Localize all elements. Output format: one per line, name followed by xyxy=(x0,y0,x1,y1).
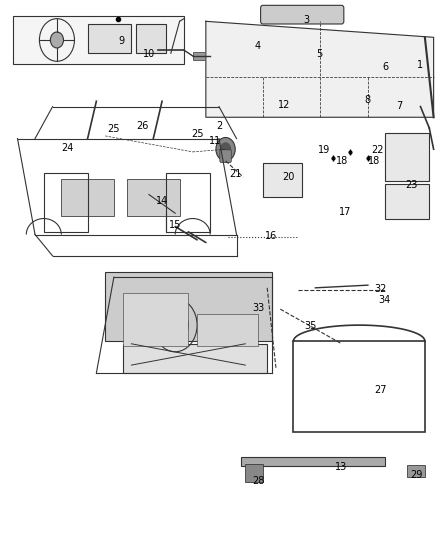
Circle shape xyxy=(216,138,235,161)
Text: 20: 20 xyxy=(282,172,294,182)
Text: 24: 24 xyxy=(61,143,73,152)
Bar xyxy=(385,133,429,181)
Text: 4: 4 xyxy=(254,42,261,51)
Text: 35: 35 xyxy=(304,321,316,331)
Bar xyxy=(166,173,210,232)
Text: 7: 7 xyxy=(396,101,403,110)
Circle shape xyxy=(50,32,64,48)
Bar xyxy=(88,24,131,53)
Polygon shape xyxy=(13,16,184,64)
Bar xyxy=(136,24,166,53)
Bar xyxy=(293,341,425,432)
Text: 1: 1 xyxy=(417,60,423,70)
Bar xyxy=(241,457,385,466)
Text: 11: 11 xyxy=(208,136,221,146)
Text: 32: 32 xyxy=(374,284,386,294)
FancyBboxPatch shape xyxy=(261,5,344,24)
Bar xyxy=(193,52,212,60)
Text: 22: 22 xyxy=(372,146,384,155)
Text: 27: 27 xyxy=(374,385,386,395)
FancyBboxPatch shape xyxy=(220,150,231,163)
Bar xyxy=(61,179,114,216)
Text: 34: 34 xyxy=(378,295,391,304)
Text: 25: 25 xyxy=(191,130,203,139)
Text: 17: 17 xyxy=(339,207,351,216)
Text: 3: 3 xyxy=(304,15,310,25)
Text: 6: 6 xyxy=(382,62,389,71)
Bar xyxy=(245,464,263,482)
Bar xyxy=(407,465,425,477)
Text: 25: 25 xyxy=(107,124,119,134)
Bar xyxy=(123,293,188,346)
Text: 9: 9 xyxy=(119,36,125,46)
Text: 8: 8 xyxy=(365,95,371,104)
Text: 33: 33 xyxy=(252,303,265,312)
Text: 16: 16 xyxy=(265,231,277,240)
Bar xyxy=(44,173,88,232)
Bar xyxy=(105,272,272,341)
Text: 19: 19 xyxy=(318,146,330,155)
Text: 2: 2 xyxy=(216,122,222,131)
Bar xyxy=(197,314,258,346)
Text: 14: 14 xyxy=(156,196,168,206)
Text: 21: 21 xyxy=(230,169,242,179)
Text: 28: 28 xyxy=(252,476,265,486)
Text: 13: 13 xyxy=(335,463,347,472)
Bar xyxy=(123,344,267,373)
Text: 26: 26 xyxy=(136,122,148,131)
Text: 18: 18 xyxy=(368,156,381,166)
Text: 29: 29 xyxy=(410,471,422,480)
Text: 10: 10 xyxy=(143,50,155,59)
Polygon shape xyxy=(206,21,434,117)
Bar xyxy=(127,179,180,216)
Text: 5: 5 xyxy=(316,50,322,59)
Bar xyxy=(263,163,302,197)
Circle shape xyxy=(220,142,231,156)
Text: 12: 12 xyxy=(278,100,290,110)
Bar xyxy=(385,184,429,219)
Text: 15: 15 xyxy=(169,220,181,230)
Text: 23: 23 xyxy=(406,181,418,190)
Text: 18: 18 xyxy=(336,156,348,166)
